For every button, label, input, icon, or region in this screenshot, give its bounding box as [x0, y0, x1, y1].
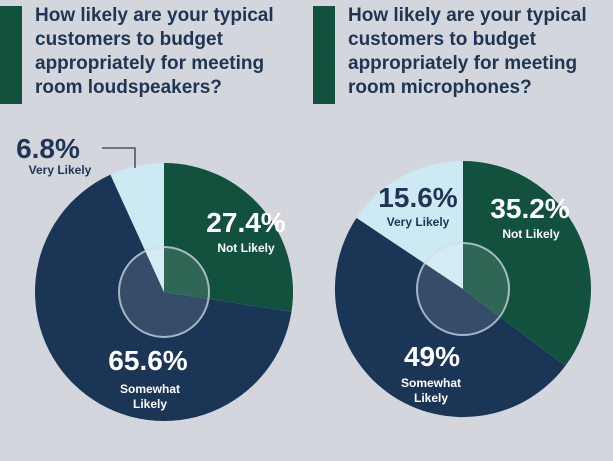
- data-label-value: 27.4%: [206, 207, 285, 238]
- data-label-category: Very Likely: [29, 163, 92, 177]
- data-label-category: Very Likely: [387, 215, 450, 229]
- accent-bar: [0, 6, 22, 104]
- data-label-category: Likely: [414, 391, 448, 405]
- data-label-category: Somewhat: [120, 382, 180, 396]
- data-label-value: 49%: [404, 341, 460, 372]
- pie-slice: [334, 217, 566, 418]
- data-label-category: Not Likely: [502, 227, 560, 241]
- chart-title: How likely are your typical customers to…: [348, 5, 587, 98]
- data-label-category: Likely: [133, 397, 167, 411]
- data-label-value: 6.8%: [16, 133, 80, 164]
- pie-slice: [35, 174, 292, 421]
- accent-bar: [313, 6, 335, 104]
- data-label-value: 35.2%: [490, 193, 569, 224]
- pie-slice: [110, 163, 164, 292]
- chart-panel-microphones: How likely are your typical customers to…: [313, 0, 613, 461]
- data-label-category: Not Likely: [217, 241, 275, 255]
- center-ring: [118, 246, 210, 338]
- data-label-value: 15.6%: [378, 182, 457, 213]
- chart-panel-loudspeakers: How likely are your typical customers to…: [0, 0, 300, 461]
- data-label-category: Somewhat: [401, 376, 461, 390]
- pie-slice: [463, 161, 592, 366]
- leader-line: [102, 147, 136, 168]
- pie-slice: [356, 160, 463, 289]
- data-label-value: 65.6%: [108, 345, 187, 376]
- pie-slice: [164, 163, 294, 312]
- chart-title: How likely are your typical customers to…: [35, 5, 274, 98]
- center-ring: [416, 242, 510, 336]
